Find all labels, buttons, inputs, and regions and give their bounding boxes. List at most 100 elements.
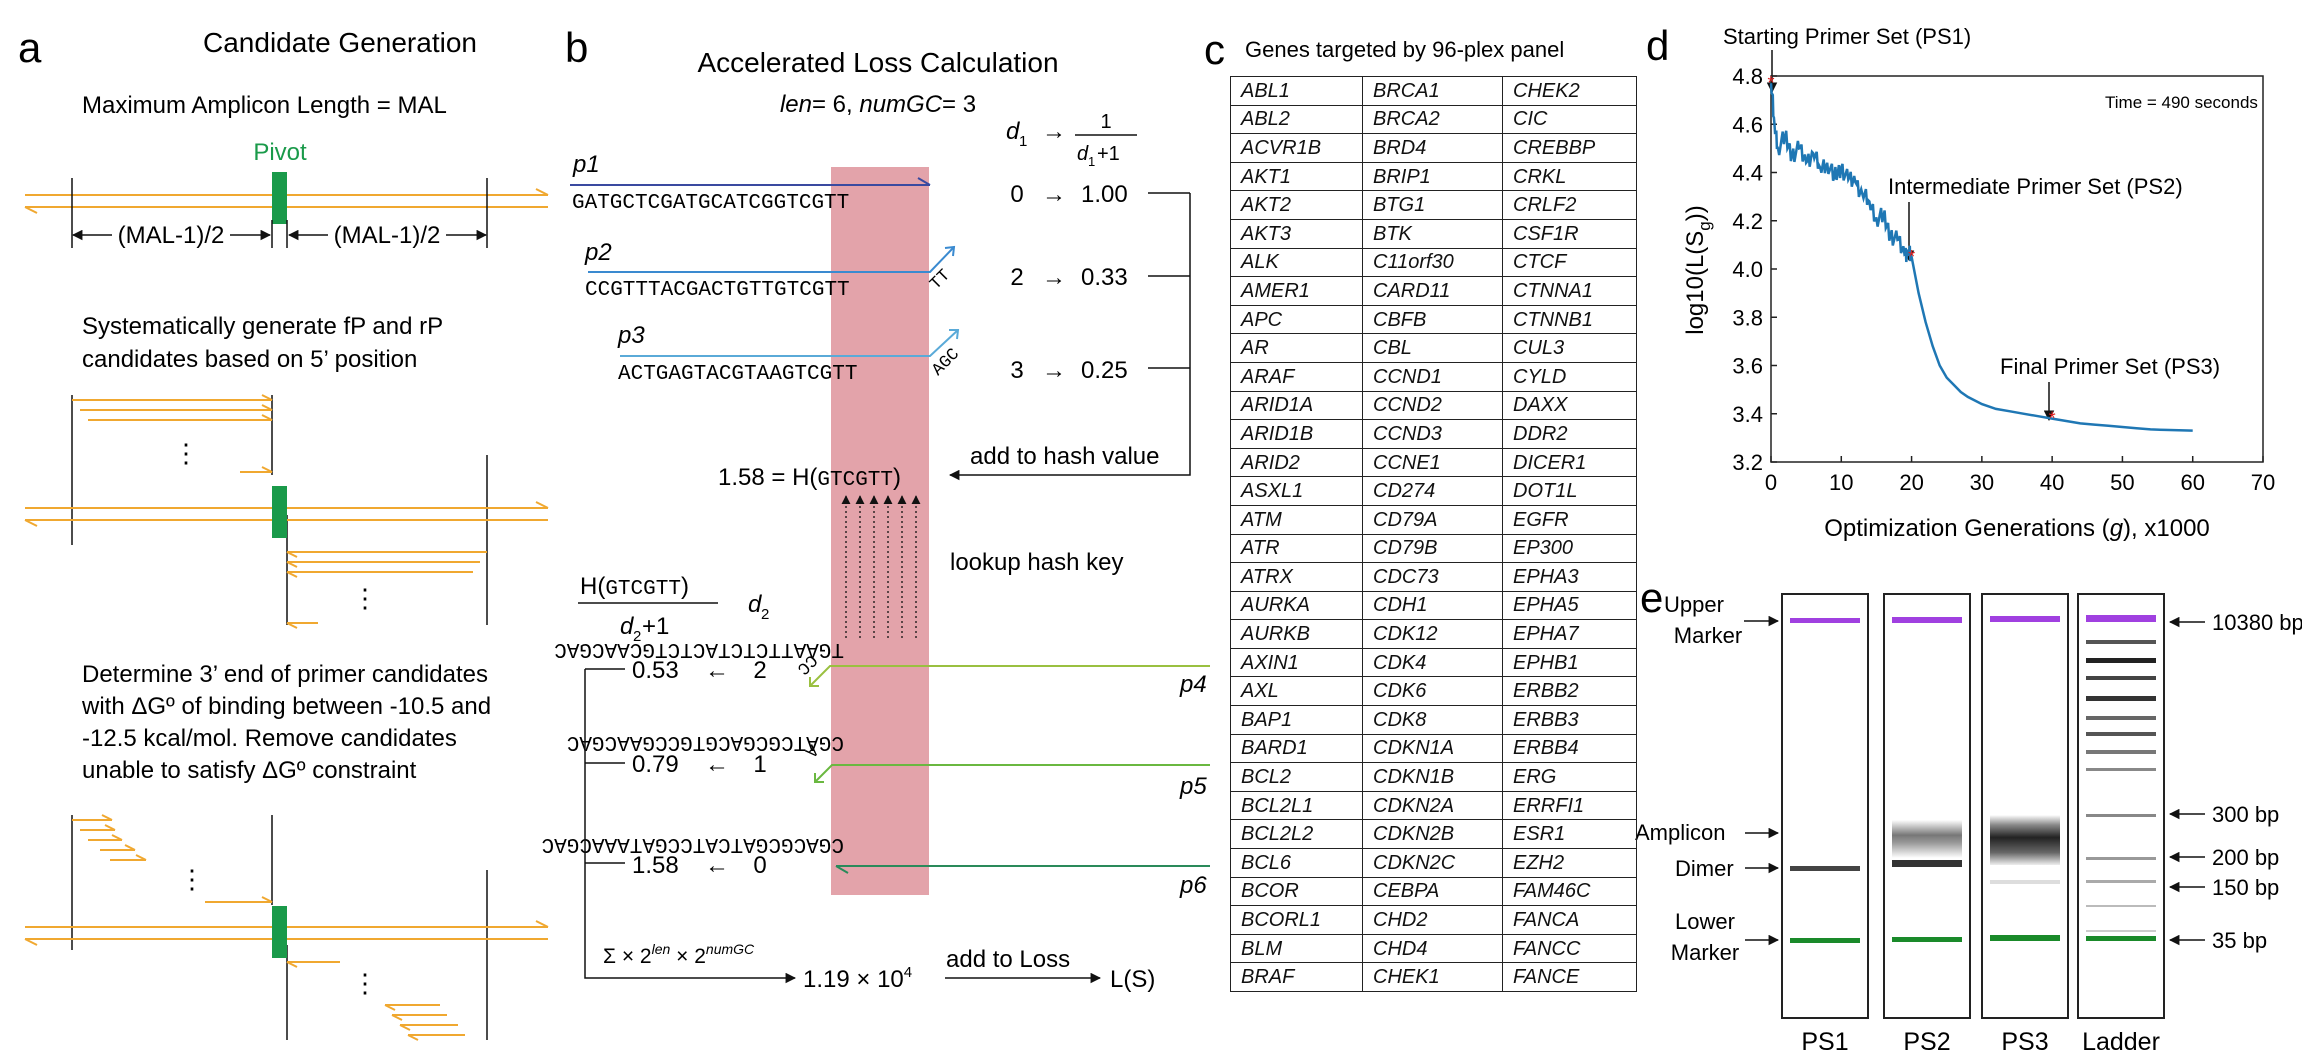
start-label: Starting Primer Set (PS1) (1723, 24, 1971, 49)
ps2-dimer-band (1892, 860, 1962, 867)
gene-cell: ARAF (1230, 361, 1363, 392)
gene-cell: ALK (1230, 247, 1363, 278)
ps3-faint-band (1990, 880, 2060, 884)
primer-p3-value: 0.25 (1081, 357, 1128, 384)
gene-cell: CRKL (1502, 161, 1637, 192)
primer-p2: p2 CCGTTTACGACTGTTGTCGTT TT 2 → 0.33 (584, 239, 1128, 302)
ps2-amplicon-smear (1892, 820, 1962, 858)
table-row: ACVR1B BRD4 CREBBP (1230, 133, 1637, 163)
gene-table: ABL1 BRCA1 CHEK2 ABL2 BRCA2 CIC ACVR1B BRD4 CREB… (1230, 76, 1637, 992)
table-row: AKT1 BRIP1 CRKL (1230, 161, 1637, 192)
gel-lanes (1781, 593, 2165, 1019)
y-tick-label: 4.2 (1732, 209, 1763, 234)
pivot-bar-3 (272, 906, 287, 958)
sum-gc-sup: numGC (706, 941, 755, 957)
y-tick-label: 3.4 (1732, 402, 1763, 427)
sum-len-sup: len (652, 941, 671, 957)
step2-line2: candidates based on 5’ position (82, 346, 417, 373)
y-tick-label: 4.8 (1732, 64, 1763, 89)
target-p4-name: p4 (1179, 671, 1207, 698)
size-arrows (2168, 616, 2205, 946)
panel-a: a Candidate Generation Maximum Amplicon … (18, 24, 549, 1041)
primer-set-marker: * (1908, 247, 1915, 267)
target-p4-value: 0.53 (632, 657, 679, 684)
gene-cell: AKT2 (1230, 190, 1363, 220)
y-axis-label: log10(L(Sg)) (1682, 205, 1714, 335)
hash-eq-key: GTCGTT (817, 469, 893, 492)
half-left-label: (MAL-1)/2 (118, 222, 225, 249)
target-p5-name: p5 (1179, 773, 1207, 800)
primer-p1: p1 GATGCTCGATGCATCGGTCGTT 0 → 1.00 (570, 151, 1128, 215)
gene-cell: BCORL1 (1230, 905, 1363, 935)
primer-set-marker: * (1767, 73, 1774, 93)
panel-c: c Genes targeted by 96-plex panel (1204, 26, 1564, 73)
rp-candidates (286, 551, 487, 629)
fp-filtered (72, 814, 273, 903)
mal-brackets (71, 178, 488, 248)
size-label-300: 300 bp (2212, 802, 2279, 827)
gene-cell: CHD2 (1362, 905, 1503, 935)
gene-cell: CD79B (1362, 533, 1503, 564)
gene-cell: CRLF2 (1502, 190, 1637, 220)
len-value: = 6, (812, 91, 859, 118)
gene-cell: AXIN1 (1230, 647, 1363, 678)
gene-cell: ERBB4 (1502, 733, 1637, 764)
table-row: AURKB CDK12 EPHA7 (1230, 619, 1637, 649)
x-tick-label: 70 (2251, 470, 2275, 495)
x-tick-label: 20 (1899, 470, 1923, 495)
gene-cell: ABL2 (1230, 104, 1363, 135)
gene-cell: BCL2 (1230, 762, 1363, 792)
table-row: BCL2 CDKN1B ERG (1230, 762, 1637, 792)
x-tick-label: 0 (1765, 470, 1777, 495)
upper-marker-label-1: Upper (1664, 592, 1724, 617)
left-arrow-icon: ← (705, 852, 729, 879)
gene-cell: ARID2 (1230, 447, 1363, 478)
table-row: ARID2 CCNE1 DICER1 (1230, 447, 1637, 478)
gene-cell: ATRX (1230, 562, 1363, 592)
gene-cell: CDKN1B (1362, 762, 1503, 792)
gene-cell: ASXL1 (1230, 476, 1363, 506)
gene-cell: DDR2 (1502, 419, 1637, 449)
panel-a-title: Candidate Generation (203, 27, 477, 58)
gene-cell: CSF1R (1502, 218, 1637, 249)
primer-p1-seq: GATGCTCGATGCATCGGTCGTT (572, 192, 849, 215)
table-row: ATRX CDC73 EPHA3 (1230, 562, 1637, 592)
table-row: ATR CD79B EP300 (1230, 533, 1637, 564)
y-tick-label: 4.6 (1732, 112, 1763, 137)
target-p5-seq: CGATCGCGACGTGCCGAACGAC (567, 730, 844, 753)
table-row: BCORL1 CHD2 FANCA (1230, 905, 1637, 935)
lane-label-ps2: PS2 (1903, 1028, 1950, 1056)
target-p5-value: 0.79 (632, 751, 679, 778)
gene-cell: CDK8 (1362, 705, 1503, 735)
ellipsis-icon-3: ⋮ (179, 864, 205, 894)
gene-cell: ARID1A (1230, 390, 1363, 421)
ladder-bands (2086, 640, 2156, 932)
panel-c-letter: c (1204, 26, 1225, 73)
x-tick-label: 50 (2110, 470, 2134, 495)
gene-cell: CCND2 (1362, 390, 1503, 421)
size-label-150: 150 bp (2212, 875, 2279, 900)
ellipsis-icon: ⋮ (173, 438, 199, 468)
primer-p1-name: p1 (572, 151, 600, 178)
x-tick-label: 40 (2040, 470, 2064, 495)
half-right-label: (MAL-1)/2 (334, 222, 441, 249)
gene-cell: FANCC (1502, 933, 1637, 964)
hash-eq-value: 1.58 = H( (718, 464, 817, 491)
table-row: AMER1 CARD11 CTNNA1 (1230, 276, 1637, 306)
table-row: AXIN1 CDK4 EPHB1 (1230, 647, 1637, 678)
gene-cell: CBL (1362, 333, 1503, 363)
lower-num-key: GTCGTT (605, 578, 681, 601)
gene-cell: ATR (1230, 533, 1363, 564)
gene-cell: CDK12 (1362, 619, 1503, 649)
target-p6-seq: CGACGCGATCATCCGATAAACGAC (542, 832, 844, 855)
gene-cell: BTG1 (1362, 190, 1503, 220)
primer-p3-name: p3 (617, 322, 645, 349)
gene-cell: DICER1 (1502, 447, 1637, 478)
gene-cell: CDKN2C (1362, 848, 1503, 878)
gene-cell: ARID1B (1230, 419, 1363, 449)
upper-marker-label-2: Marker (1674, 623, 1742, 648)
sum-formula: Σ × 2len × 2numGC (603, 941, 755, 968)
gene-cell: CTCF (1502, 247, 1637, 278)
gene-cell: CTNNA1 (1502, 276, 1637, 306)
gene-cell: CHEK2 (1502, 76, 1637, 106)
